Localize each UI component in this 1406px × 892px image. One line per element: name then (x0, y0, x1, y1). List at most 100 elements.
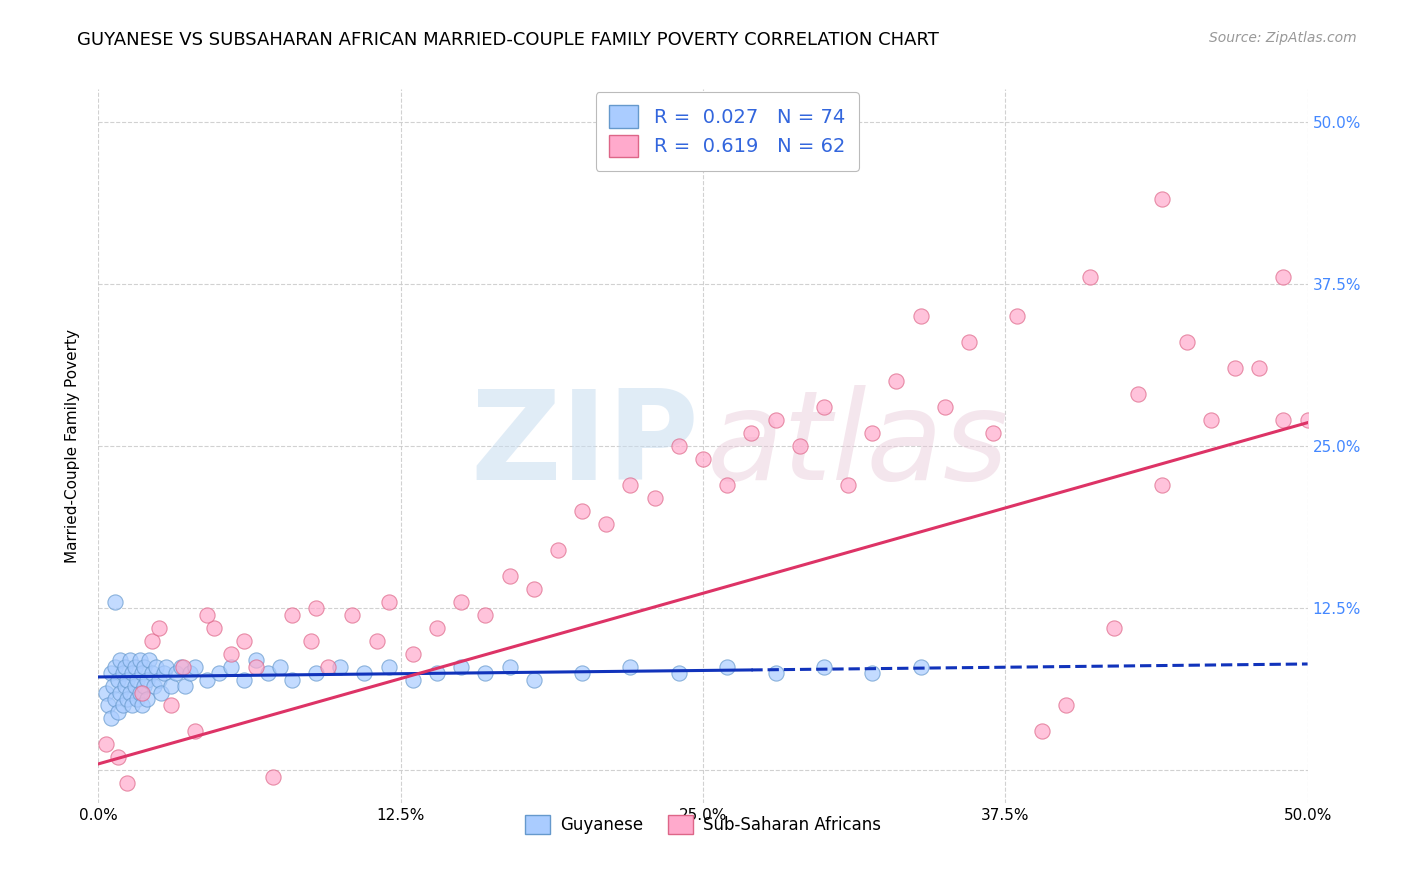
Point (204, 621, 226, 635)
Point (127, 673, 149, 687)
Point (150, 685, 173, 699)
Point (135, 673, 157, 687)
Point (245, 653, 267, 667)
Text: atlas: atlas (707, 385, 1008, 507)
Point (100, 666, 122, 681)
Point (353, 666, 375, 681)
Point (765, 666, 787, 681)
Point (305, 601, 328, 615)
Point (104, 659, 127, 673)
Point (107, 750, 129, 764)
Point (305, 666, 328, 681)
Point (135, 692, 157, 706)
Point (957, 335, 980, 350)
Point (148, 673, 170, 687)
Point (124, 659, 146, 673)
Point (716, 659, 738, 673)
Point (547, 542, 569, 557)
Point (134, 659, 156, 673)
Point (765, 413, 787, 427)
Point (402, 673, 425, 687)
Point (1007, 310, 1029, 324)
Point (152, 666, 174, 681)
Point (221, 659, 243, 673)
Point (813, 400, 835, 414)
Y-axis label: Married-Couple Family Poverty: Married-Couple Family Poverty (65, 329, 80, 563)
Point (716, 478, 738, 492)
Point (117, 776, 139, 790)
Point (450, 595, 472, 609)
Point (860, 666, 883, 681)
Point (740, 425, 762, 440)
Point (1296, 413, 1319, 427)
Point (595, 516, 617, 531)
Point (143, 679, 166, 693)
Point (450, 659, 472, 673)
Point (426, 621, 449, 635)
Point (366, 633, 388, 648)
Point (141, 666, 163, 681)
Point (262, 770, 284, 784)
Point (377, 595, 399, 609)
Point (160, 679, 183, 693)
Point (160, 698, 183, 713)
Point (145, 659, 167, 673)
Point (148, 621, 170, 635)
Point (402, 647, 425, 661)
Point (1128, 387, 1150, 401)
Point (121, 698, 143, 713)
Point (117, 673, 139, 687)
Point (1152, 193, 1174, 207)
Point (107, 673, 129, 687)
Point (1199, 413, 1222, 427)
Point (910, 310, 932, 324)
Point (571, 666, 593, 681)
Text: GUYANESE VS SUBSAHARAN AFRICAN MARRIED-COUPLE FAMILY POVERTY CORRELATION CHART: GUYANESE VS SUBSAHARAN AFRICAN MARRIED-C… (77, 31, 939, 49)
Point (860, 425, 883, 440)
Point (111, 698, 134, 713)
Point (97, 698, 120, 713)
Point (299, 633, 322, 648)
Point (141, 633, 163, 648)
Point (195, 673, 218, 687)
Point (886, 374, 908, 388)
Point (114, 679, 136, 693)
Point (128, 685, 150, 699)
Text: ZIP: ZIP (471, 385, 699, 507)
Point (131, 666, 153, 681)
Point (94, 685, 117, 699)
Point (127, 692, 149, 706)
Point (523, 673, 546, 687)
Point (131, 698, 153, 713)
Point (1054, 698, 1077, 713)
Point (94, 738, 117, 752)
Point (269, 659, 291, 673)
Point (104, 595, 127, 609)
Point (221, 647, 243, 661)
Point (1249, 361, 1271, 376)
Point (118, 653, 141, 667)
Point (1152, 478, 1174, 492)
Point (1223, 361, 1246, 376)
Point (789, 439, 811, 453)
Point (124, 679, 146, 693)
Point (108, 653, 131, 667)
Point (342, 607, 364, 622)
Point (316, 659, 339, 673)
Point (281, 607, 304, 622)
Point (498, 659, 520, 673)
Point (256, 666, 278, 681)
Point (934, 400, 956, 414)
Point (474, 666, 496, 681)
Point (426, 666, 449, 681)
Point (245, 659, 267, 673)
Point (195, 607, 218, 622)
Point (174, 679, 197, 693)
Point (523, 582, 546, 596)
Point (172, 659, 194, 673)
Point (619, 478, 641, 492)
Point (108, 685, 131, 699)
Point (692, 452, 714, 467)
Legend: Guyanese, Sub-Saharan Africans: Guyanese, Sub-Saharan Africans (519, 808, 887, 841)
Point (837, 478, 859, 492)
